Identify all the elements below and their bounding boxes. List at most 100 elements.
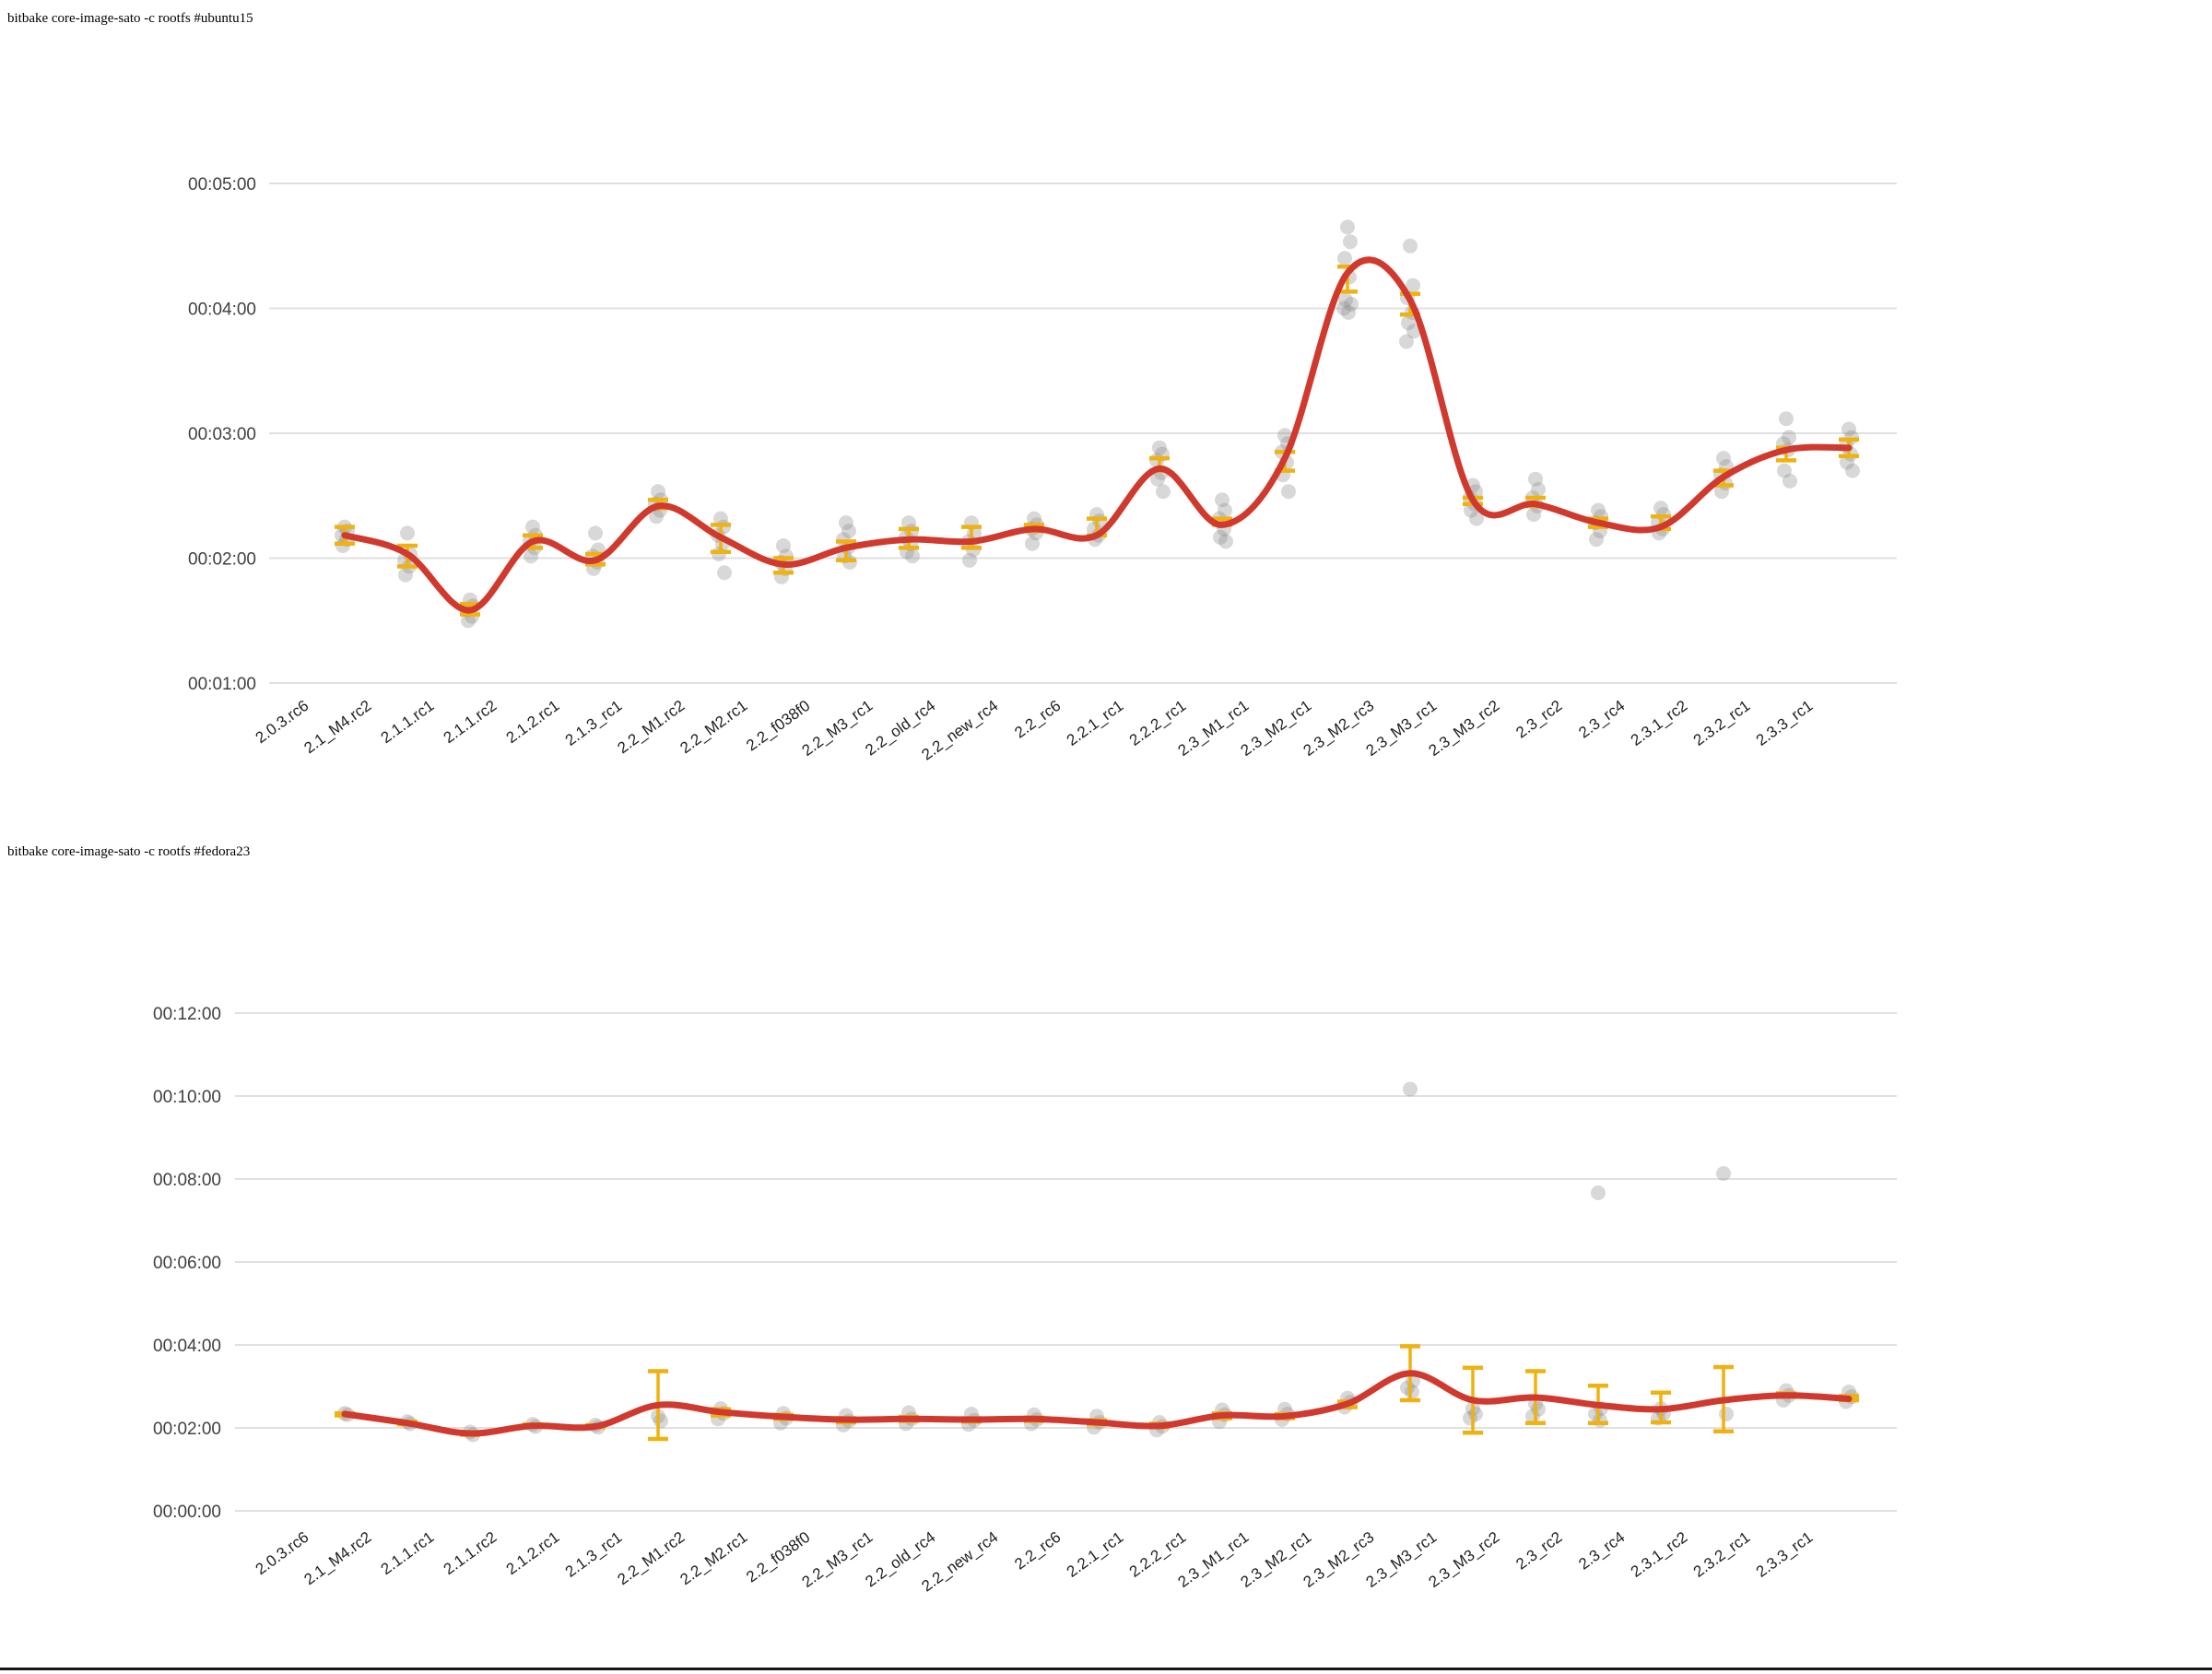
x-tick-label: 2.2_rc6 (1011, 697, 1064, 742)
trend-line (341, 1370, 1853, 1437)
data-point (1782, 430, 1796, 445)
data-point (651, 484, 665, 500)
data-point (1340, 219, 1355, 235)
data-point (1719, 1407, 1734, 1421)
x-tick-label: 2.3.1_rc2 (1628, 697, 1691, 749)
y-tick-label: 00:04:00 (153, 1337, 221, 1356)
data-point (901, 515, 916, 531)
x-tick-label: 2.0.3.rc6 (253, 697, 312, 747)
data-point (962, 552, 977, 568)
data-point (400, 525, 415, 541)
data-point (1714, 484, 1729, 500)
data-point (776, 538, 791, 553)
y-tick-label: 00:02:00 (188, 550, 256, 570)
data-point (1213, 529, 1228, 545)
x-tick-label: 2.1.2.rc1 (503, 697, 563, 747)
data-point (1344, 297, 1359, 312)
data-point (1399, 334, 1414, 349)
trend-line (341, 256, 1853, 614)
x-tick-label: 2.2_M2.rc1 (677, 1528, 750, 1588)
x-tick-label: 2.3.2_rc1 (1690, 1528, 1754, 1581)
y-axis-labels: 00:05:00 00:04:00 00:03:00 00:02:00 00:01:00 (188, 175, 256, 694)
x-tick-label: 2.2.1_rc1 (1064, 1528, 1127, 1581)
scatter-points (335, 219, 1860, 629)
data-point (649, 509, 664, 525)
data-point (1341, 305, 1356, 320)
x-tick-label: 2.3_rc2 (1512, 1528, 1565, 1574)
y-tick-label: 00:12:00 (153, 1005, 221, 1024)
data-point (588, 525, 603, 541)
x-tick-label: 2.3_rc4 (1575, 697, 1628, 742)
x-tick-label: 2.2_M1.rc2 (614, 697, 688, 757)
x-tick-label: 2.3.2_rc1 (1690, 697, 1754, 749)
y-tick-label: 00:08:00 (153, 1171, 221, 1190)
data-point (1531, 482, 1546, 497)
x-tick-label: 2.1.1.rc1 (378, 1528, 438, 1578)
y-axis-labels: 00:12:00 00:10:00 00:08:00 00:06:00 00:04:00… (153, 1005, 221, 1522)
gridlines (235, 1012, 1897, 1512)
y-tick-label: 00:01:00 (188, 675, 256, 694)
chart-title-fedora23: bitbake core-image-sato -c rootfs #fedor… (7, 844, 251, 859)
data-point (1336, 301, 1351, 316)
chart-fedora23: 00:12:00 00:10:00 00:08:00 00:06:00 00:04:00… (153, 1005, 1897, 1595)
data-point (717, 565, 732, 581)
x-tick-label: 2.1.1.rc2 (441, 697, 500, 747)
data-point (1589, 532, 1604, 548)
x-tick-label: 2.0.3.rc6 (253, 1528, 312, 1578)
data-point (1591, 1185, 1606, 1200)
data-point (1406, 277, 1420, 293)
x-tick-label: 2.3_rc2 (1512, 697, 1565, 742)
data-point (1156, 484, 1171, 500)
data-point (1403, 1081, 1418, 1097)
x-tick-label: 2.1.1.rc2 (441, 1528, 500, 1578)
data-point (1406, 324, 1421, 339)
x-tick-label: 2.1.1.rc1 (378, 697, 438, 747)
data-point (1337, 251, 1352, 266)
y-tick-label: 00:06:00 (153, 1254, 221, 1273)
chart-title-ubuntu15: bitbake core-image-sato -c rootfs #ubunt… (7, 11, 253, 26)
data-point (1403, 238, 1418, 253)
data-point (1150, 471, 1165, 487)
x-tick-label: 2.1_M4.rc2 (300, 697, 374, 757)
x-tick-label: 2.3_M3_rc2 (1426, 697, 1503, 760)
x-tick-label: 2.2_M1.rc2 (614, 1528, 688, 1588)
data-point (653, 1413, 668, 1429)
data-point (713, 511, 728, 526)
data-point (1027, 511, 1041, 526)
data-point (1218, 534, 1233, 549)
data-point (1152, 440, 1167, 455)
page-bottom-divider (0, 1668, 2212, 1670)
x-tick-label: 2.2_M2.rc1 (677, 697, 750, 757)
data-point (841, 524, 856, 539)
data-point (1716, 1166, 1731, 1181)
data-point (1025, 536, 1040, 551)
x-tick-label: 2.3.3_rc1 (1753, 697, 1817, 749)
data-point (525, 519, 540, 535)
chart-ubuntu15: 00:05:00 00:04:00 00:03:00 00:02:00 00:01:00… (188, 175, 1897, 763)
y-tick-label: 00:00:00 (153, 1503, 221, 1522)
data-point (1528, 471, 1543, 487)
y-tick-label: 00:04:00 (188, 301, 256, 320)
x-tick-label: 2.2_M3_rc1 (799, 697, 877, 760)
data-point (839, 515, 853, 531)
data-point (1343, 234, 1358, 250)
y-tick-label: 00:05:00 (188, 175, 256, 195)
data-point (905, 548, 920, 564)
data-point (1401, 315, 1416, 331)
x-tick-label: 2.3.1_rc2 (1628, 1528, 1691, 1581)
x-tick-label: 2.2_M3_rc1 (799, 1528, 877, 1591)
data-point (1845, 463, 1860, 478)
x-tick-label: 2.3_M3_rc2 (1426, 1528, 1503, 1591)
data-point (1716, 451, 1731, 466)
data-point (1779, 411, 1794, 427)
data-point (1218, 502, 1232, 518)
data-point (398, 567, 413, 583)
data-point (1653, 501, 1668, 516)
data-point (1338, 292, 1353, 308)
data-point (1277, 428, 1292, 443)
data-point (1281, 484, 1296, 500)
data-point (1215, 492, 1230, 508)
data-point (524, 548, 538, 564)
y-tick-label: 00:02:00 (153, 1420, 221, 1439)
